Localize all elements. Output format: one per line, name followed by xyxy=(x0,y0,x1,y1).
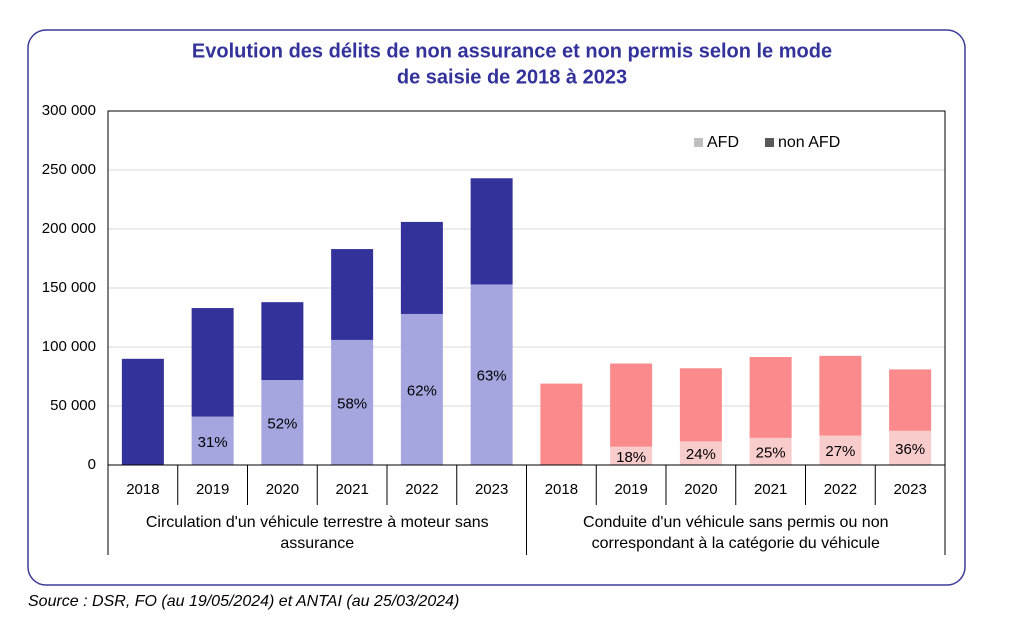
bar-segment xyxy=(331,249,374,340)
bar-segment xyxy=(610,363,653,447)
bar-segment xyxy=(470,284,513,465)
share-label: 25% xyxy=(756,444,786,461)
group-label: Circulation d'un véhicule terrestre à mo… xyxy=(146,514,489,531)
x-tick-label: 2023 xyxy=(893,481,926,498)
x-tick-label: 2022 xyxy=(824,481,857,498)
share-label: 24% xyxy=(686,446,716,463)
share-label: 52% xyxy=(267,415,297,432)
group-label: assurance xyxy=(280,535,354,552)
bar-segment xyxy=(540,383,583,465)
chart-title: Evolution des délits de non assurance et… xyxy=(192,40,832,62)
x-tick-label: 2020 xyxy=(684,481,717,498)
y-tick-label: 50 000 xyxy=(50,397,96,414)
share-label: 18% xyxy=(616,449,646,466)
group-label: Conduite d'un véhicule sans permis ou no… xyxy=(583,514,888,531)
bar-segment xyxy=(261,380,304,465)
bar-segment xyxy=(121,358,164,465)
x-tick-label: 2018 xyxy=(126,481,159,498)
x-tick-label: 2019 xyxy=(614,481,647,498)
legend-swatch xyxy=(694,138,703,147)
bar-segment xyxy=(819,435,862,465)
bar-segment xyxy=(749,357,792,438)
legend-swatch xyxy=(765,138,774,147)
y-tick-label: 300 000 xyxy=(42,102,96,119)
y-tick-label: 150 000 xyxy=(42,279,96,296)
x-tick-label: 2022 xyxy=(405,481,438,498)
y-tick-label: 250 000 xyxy=(42,161,96,178)
x-tick-label: 2020 xyxy=(266,481,299,498)
share-label: 62% xyxy=(407,382,437,399)
share-label: 31% xyxy=(198,434,228,451)
bar-segment xyxy=(679,368,722,442)
bar-segment xyxy=(889,369,932,431)
bar-segment xyxy=(191,416,234,465)
x-tick-label: 2018 xyxy=(545,481,578,498)
source: Source : DSR, FO (au 19/05/2024) et ANTA… xyxy=(28,593,459,610)
y-tick-label: 100 000 xyxy=(42,338,96,355)
bar-segment xyxy=(400,313,443,465)
bar-segment xyxy=(610,446,653,465)
bar-segment xyxy=(261,302,304,381)
y-tick-label: 0 xyxy=(88,456,96,473)
x-tick-label: 2021 xyxy=(335,481,368,498)
bar-segment xyxy=(400,221,443,314)
bar-segment xyxy=(331,339,374,465)
share-label: 58% xyxy=(337,395,367,412)
bar-segment xyxy=(749,437,792,465)
chart-title: de saisie de 2018 à 2023 xyxy=(397,66,627,88)
x-tick-label: 2021 xyxy=(754,481,787,498)
bar-segment xyxy=(819,355,862,436)
bar-segment xyxy=(191,308,234,417)
x-tick-label: 2023 xyxy=(475,481,508,498)
share-label: 36% xyxy=(895,441,925,458)
bar-segment xyxy=(470,178,513,285)
y-tick-label: 200 000 xyxy=(42,220,96,237)
group-label: correspondant à la catégorie du véhicule xyxy=(592,535,880,552)
bar-segment xyxy=(679,441,722,465)
bar-segment xyxy=(889,430,932,465)
legend-label: non AFD xyxy=(778,134,840,151)
legend-label: AFD xyxy=(707,134,739,151)
x-tick-label: 2019 xyxy=(196,481,229,498)
share-label: 27% xyxy=(825,443,855,460)
share-label: 63% xyxy=(477,368,507,385)
